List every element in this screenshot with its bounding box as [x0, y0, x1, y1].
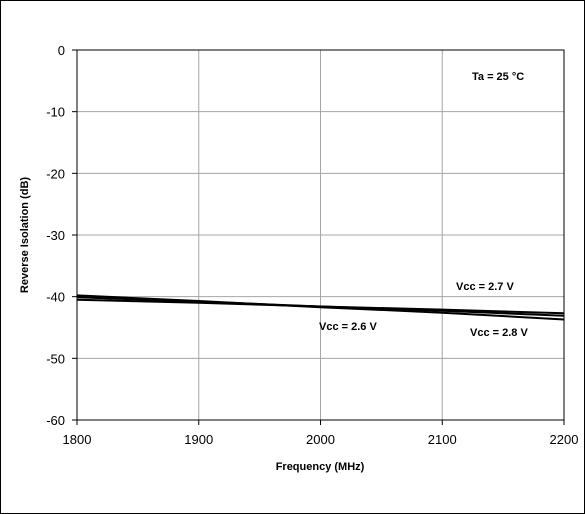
y-tick-label: -30: [46, 228, 65, 243]
annotation-vcc-2-6: Vcc = 2.6 V: [319, 321, 377, 333]
x-tick-label: 2000: [306, 432, 335, 447]
y-tick-label: -50: [46, 351, 65, 366]
y-tick-label: -60: [46, 413, 65, 428]
x-tick-label: 1900: [184, 432, 213, 447]
series-line-2: [76, 294, 565, 321]
y-tick-label: -20: [46, 166, 65, 181]
y-axis-title: Reverse Isolation (dB): [19, 177, 31, 293]
annotation-vcc-2-7: Vcc = 2.7 V: [456, 281, 514, 293]
x-tick-label: 1800: [63, 432, 92, 447]
x-tick-label: 2100: [428, 432, 457, 447]
y-tick-label: 0: [58, 43, 65, 58]
annotation-vcc-2-8: Vcc = 2.8 V: [470, 327, 528, 339]
annotation-temperature: Ta = 25 °C: [472, 71, 524, 83]
x-tick-label: 2200: [550, 432, 579, 447]
x-tick-labels: 1800 1900 2000 2100 2200: [63, 432, 579, 447]
annotation-vcc-2-7-background: [452, 277, 532, 293]
y-tick-labels: 0 -10 -20 -30 -40 -50 -60: [46, 43, 65, 428]
x-axis-title: Frequency (MHz): [276, 461, 365, 473]
plot-area-frame: [76, 49, 565, 421]
series-group: [76, 294, 565, 321]
y-tick-label: -10: [46, 105, 65, 120]
y-tick-label: -40: [46, 290, 65, 305]
grid-lines: [72, 49, 565, 425]
